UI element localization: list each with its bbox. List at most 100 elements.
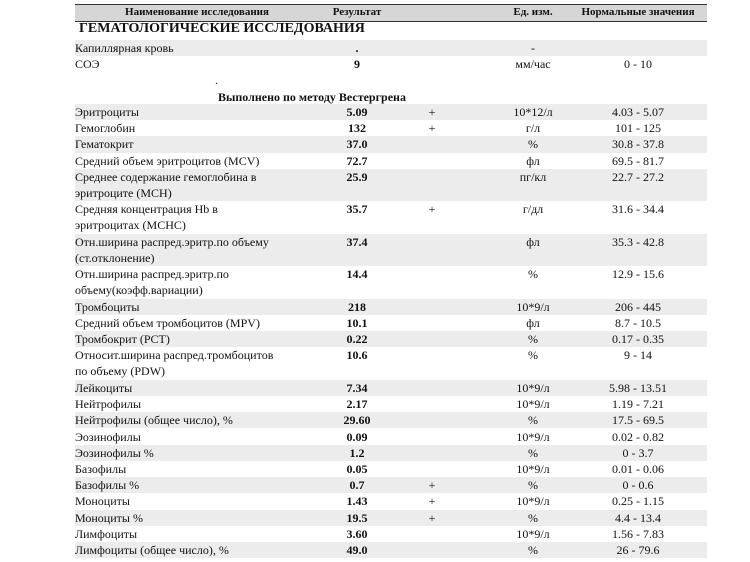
result: 49.0 [346,542,368,557]
result: 72.7 [346,153,368,168]
norm: 69.5 - 81.7 [612,153,664,168]
norm: 4.03 - 5.07 [612,105,664,119]
test-name: Базофилы % [75,478,140,493]
norm: 17.5 - 69.5 [612,413,664,428]
test-name: Базофилы [75,461,127,476]
row-bg [75,331,707,348]
row-bg [75,379,707,397]
unit: фл [526,153,540,168]
test-name: Лимфоциты [75,526,138,541]
result: 7.34 [346,380,368,395]
column-header: Наименование исследования [125,6,269,18]
norm: 0.25 - 1.15 [612,494,664,509]
result: 0.09 [346,429,368,444]
test-name: Средний объем тромбоцитов (MPV) [75,316,260,330]
unit: % [528,332,538,347]
result: 14.4 [346,267,368,282]
note-dot: . [215,73,218,87]
column-header: Результат [332,6,382,18]
norm: 101 - 125 [615,121,661,136]
row-bg [75,136,707,153]
norm: 30.8 - 37.8 [612,137,664,152]
row-bg [75,168,707,202]
header-bar [75,4,707,22]
unit: % [528,348,538,363]
method: Выполнено по методу Вестергрена [218,90,406,104]
test-name: Эозинофилы [75,429,141,444]
unit: пг/кл [519,169,547,184]
unit: % [528,510,538,525]
test-name: Моноциты [75,494,130,509]
unit: % [528,413,538,428]
unit: 10*9/л [516,429,550,444]
unit: мм/час [515,57,551,72]
test-name: Средний объем эритроцитов (MCV) [75,153,260,168]
test-name: эритроците (MCH) [75,185,172,200]
column-header: Ед. изм. [513,6,553,18]
test-name: Гемоглобин [75,121,136,136]
test-name: Капиллярная кровь [75,41,174,55]
norm: 0 - 10 [624,57,652,72]
norm: 206 - 445 [615,299,661,314]
unit: 10*9/л [516,494,550,509]
norm: 0.02 - 0.82 [612,429,664,444]
result: 37.4 [346,234,368,249]
flag: + [428,510,436,525]
norm: 26 - 79.6 [616,542,660,557]
test-name: Средняя концентрация Hb в [75,202,218,217]
row-bg [75,541,707,559]
result: 2.17 [346,397,368,412]
norm: 1.56 - 7.83 [612,526,664,541]
row-bg [75,233,707,267]
result: 0.7 [349,478,365,493]
result: 132 [348,121,366,136]
norm: 4.4 - 13.4 [615,510,661,525]
result: 19.5 [346,510,368,525]
result: 0.05 [346,461,368,476]
result: 1.2 [349,445,365,460]
row-bg [75,104,707,121]
test-name: Среднее содержание гемоглобина в [75,169,257,184]
test-name: объему(коэфф.вариации) [75,283,203,298]
unit: фл [526,234,540,249]
row-bg [75,298,707,315]
test-name: Нейтрофилы [75,397,142,412]
row-bg [75,412,707,429]
unit: % [528,445,538,460]
result: 10.1 [346,316,368,330]
unit: фл [526,316,540,330]
result: 3.60 [346,526,368,541]
flag: + [428,121,436,136]
unit: 10*9/л [516,526,550,541]
unit: % [528,542,538,557]
norm: 0 - 0.6 [622,478,654,493]
test-name: Тромбокрит (PCT) [75,332,170,347]
result: 10.6 [346,348,368,363]
row-bg [75,444,707,461]
unit: г/дл [522,202,544,217]
norm: 12.9 - 15.6 [612,267,664,282]
unit: 10*9/л [516,380,550,395]
norm: 8.7 - 10.5 [615,316,661,330]
norm: 31.6 - 34.4 [612,202,664,217]
test-name: Тромбоциты [75,299,140,314]
unit: 10*9/л [516,397,550,412]
test-name: по объему (PDW) [75,364,166,379]
test-name: Относит.ширина распред.тромбоцитов [75,348,274,363]
norm: 1.19 - 7.21 [612,397,664,412]
unit: - [531,41,535,55]
unit: % [528,137,538,152]
test-name: Лейкоциты [75,380,133,395]
unit: % [528,478,538,493]
unit: % [528,267,538,282]
result: 37.0 [346,137,368,152]
norm: 35.3 - 42.8 [612,234,664,249]
test-name: Нейтрофилы (общее число), % [75,413,233,428]
flag: + [428,105,436,119]
row-bg [75,40,707,57]
flag: + [428,478,436,493]
test-name: Лимфоциты (общее число), % [75,542,229,557]
column-header: Нормальные значения [581,6,695,18]
flag: + [428,202,436,217]
